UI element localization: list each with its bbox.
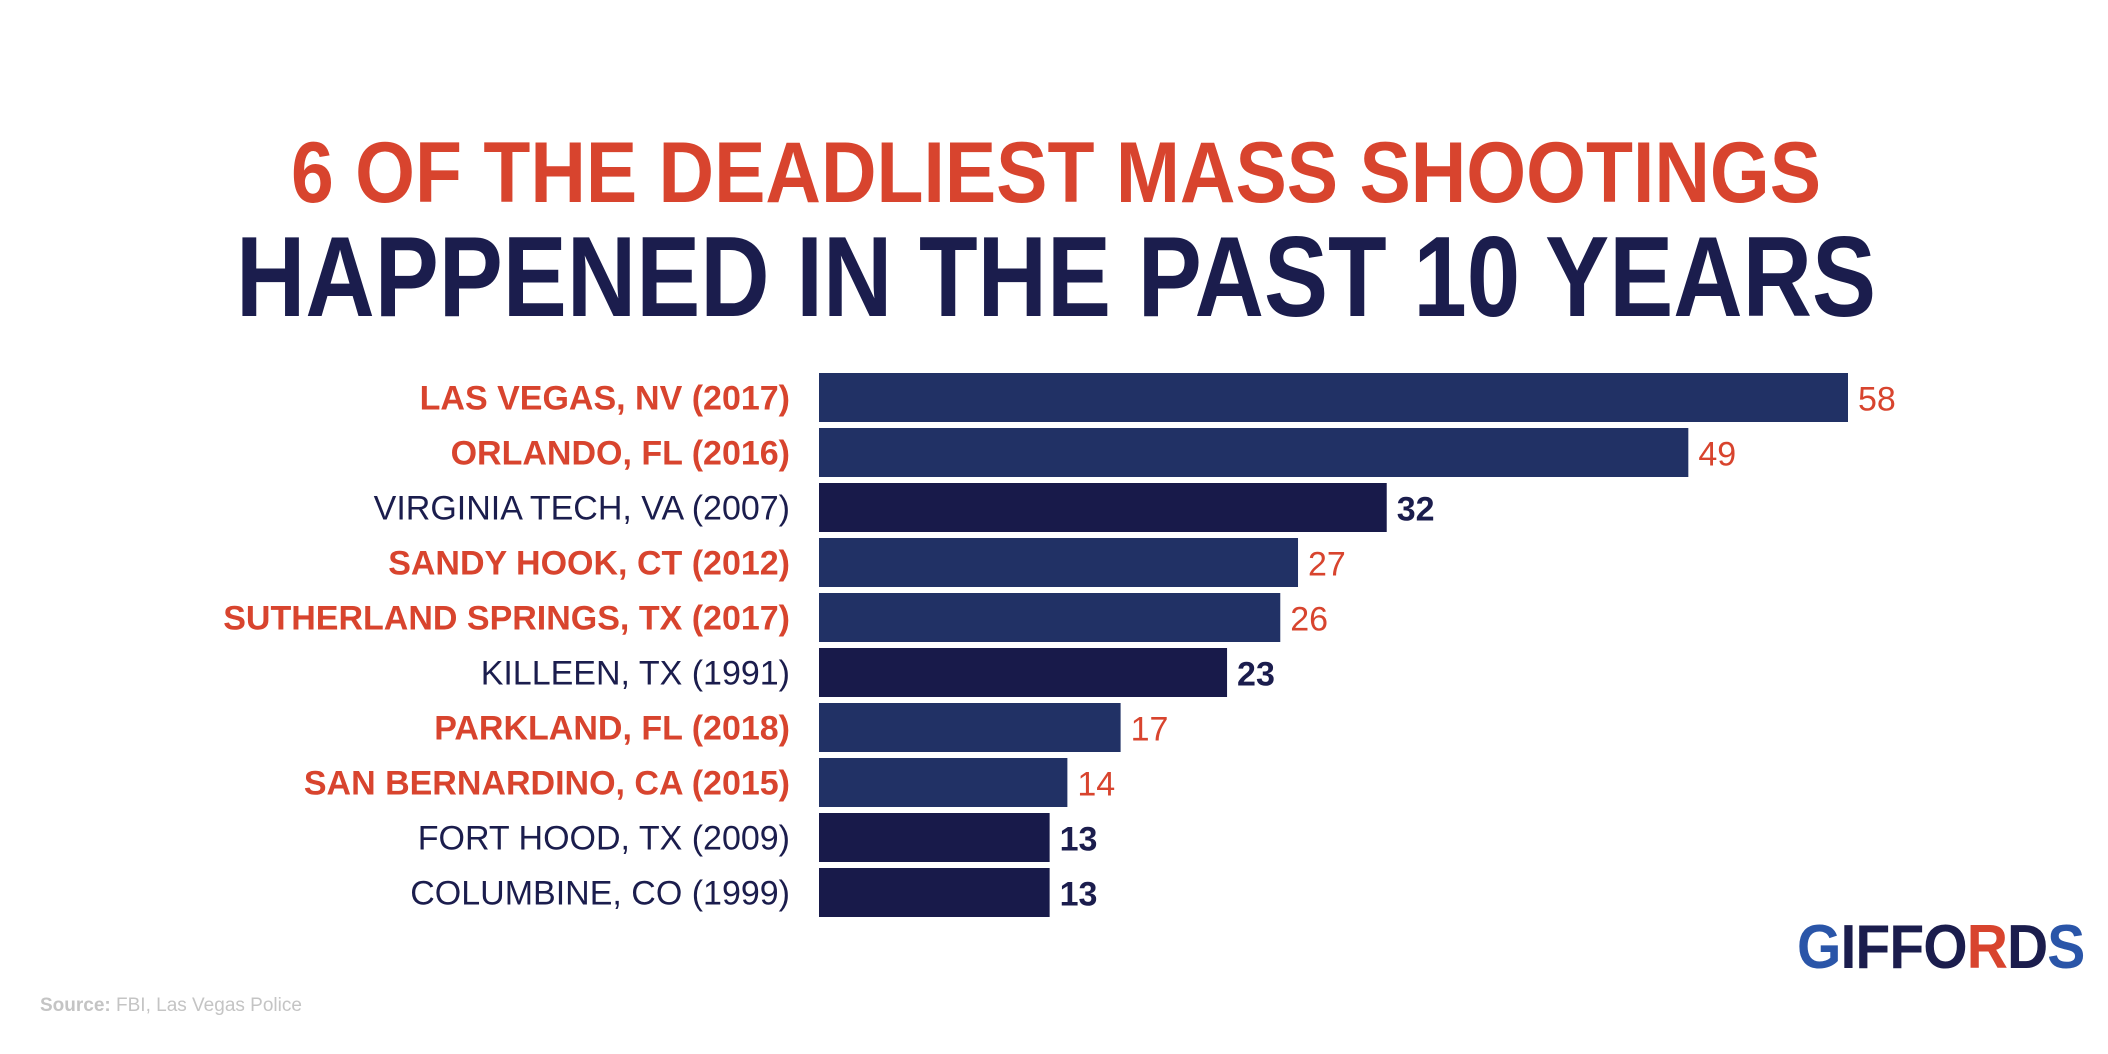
bar-row: VIRGINIA TECH, VA (2007) 32: [374, 483, 1435, 532]
bar: [819, 428, 1689, 477]
bar: [819, 483, 1387, 532]
bar: [819, 813, 1050, 862]
category-label: PARKLAND, FL (2018): [434, 710, 790, 748]
category-label: COLUMBINE, CO (1999): [410, 875, 790, 913]
bar-row: PARKLAND, FL (2018) 17: [434, 703, 1168, 752]
bar: [819, 538, 1299, 587]
logo-letter: I: [1840, 913, 1856, 982]
source-note: Source: FBI, Las Vegas Police: [40, 995, 302, 1017]
source-label: Source:: [40, 995, 111, 1016]
bar: [819, 868, 1050, 917]
value-label: 49: [1698, 436, 1736, 474]
logo-letter: F: [1855, 913, 1890, 982]
bar-row: LAS VEGAS, NV (2017) 58: [420, 373, 1896, 422]
title-line-1: 6 OF THE DEADLIEST MASS SHOOTINGS: [291, 125, 1821, 221]
giffords-logo: GIFFORDS: [1797, 912, 2085, 983]
value-label: 26: [1290, 601, 1328, 639]
value-label: 14: [1077, 766, 1115, 804]
bar: [819, 703, 1121, 752]
bar-row: FORT HOOD, TX (2009) 13: [418, 813, 1098, 862]
value-label: 32: [1397, 491, 1435, 529]
bar-row: KILLEEN, TX (1991) 23: [481, 648, 1275, 697]
title-line-2: HAPPENED IN THE PAST 10 YEARS: [236, 214, 1876, 340]
chart-title: 6 OF THE DEADLIEST MASS SHOOTINGS HAPPEN…: [236, 125, 1876, 340]
bar: [819, 593, 1281, 642]
category-label: FORT HOOD, TX (2009): [418, 820, 790, 858]
logo-letter: F: [1889, 913, 1924, 982]
logo-letter: D: [2006, 913, 2048, 982]
category-label: SANDY HOOK, CT (2012): [388, 545, 790, 583]
bar-row: ORLANDO, FL (2016) 49: [451, 428, 1736, 477]
value-label: 13: [1060, 876, 1098, 914]
category-label: LAS VEGAS, NV (2017): [420, 380, 790, 418]
bar: [819, 648, 1228, 697]
value-label: 13: [1060, 821, 1098, 859]
bar: [819, 373, 1848, 422]
source-text: FBI, Las Vegas Police: [110, 995, 302, 1016]
bar-row: SAN BERNARDINO, CA (2015) 14: [304, 758, 1115, 807]
value-label: 17: [1131, 711, 1169, 749]
value-label: 58: [1858, 381, 1896, 419]
logo-letter: R: [1966, 913, 2008, 982]
category-label: SAN BERNARDINO, CA (2015): [304, 765, 790, 803]
value-label: 23: [1237, 656, 1275, 694]
category-label: SUTHERLAND SPRINGS, TX (2017): [223, 600, 790, 638]
category-label: KILLEEN, TX (1991): [481, 655, 790, 693]
category-label: VIRGINIA TECH, VA (2007): [374, 490, 790, 528]
logo-letter: O: [1923, 913, 1967, 982]
logo-letter: S: [2047, 913, 2085, 982]
bar-row: SUTHERLAND SPRINGS, TX (2017) 26: [223, 593, 1328, 642]
bar-row: SANDY HOOK, CT (2012) 27: [388, 538, 1346, 587]
value-label: 27: [1308, 546, 1346, 584]
logo-letter: G: [1797, 913, 1841, 982]
bar: [819, 758, 1068, 807]
category-label: ORLANDO, FL (2016): [451, 435, 790, 473]
bar-row: COLUMBINE, CO (1999) 13: [410, 868, 1097, 917]
